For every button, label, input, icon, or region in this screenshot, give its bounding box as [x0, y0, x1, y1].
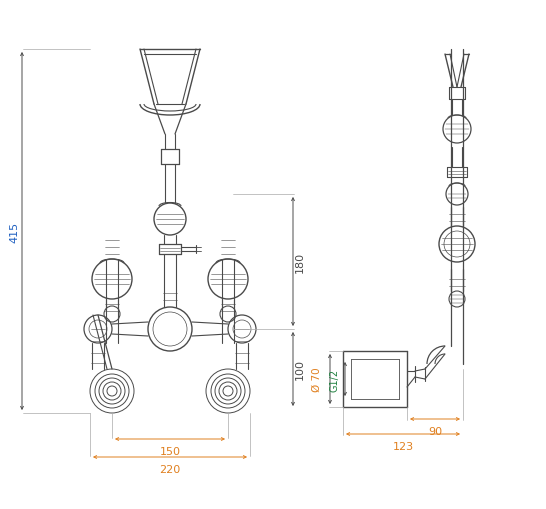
Text: 220: 220	[159, 464, 181, 474]
Text: 180: 180	[295, 251, 305, 272]
Text: G1/2: G1/2	[329, 367, 339, 391]
Text: 90: 90	[428, 426, 442, 436]
Text: 415: 415	[9, 221, 19, 242]
Text: Ø 70: Ø 70	[312, 367, 322, 391]
Text: 150: 150	[159, 446, 181, 456]
Text: 100: 100	[295, 359, 305, 380]
Text: 123: 123	[393, 441, 413, 451]
